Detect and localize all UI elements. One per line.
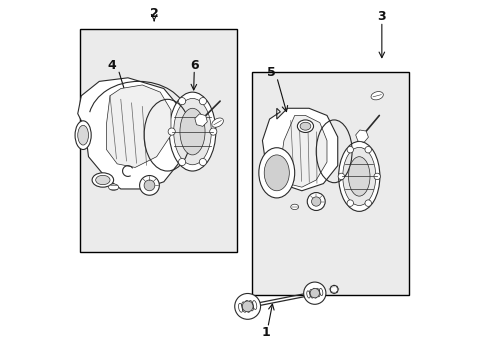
Polygon shape bbox=[280, 116, 326, 187]
Ellipse shape bbox=[144, 180, 155, 191]
Ellipse shape bbox=[329, 285, 337, 293]
Text: 6: 6 bbox=[190, 59, 198, 72]
Circle shape bbox=[199, 98, 206, 105]
Ellipse shape bbox=[342, 147, 375, 206]
Ellipse shape bbox=[75, 121, 91, 149]
Text: 2: 2 bbox=[149, 7, 158, 20]
Polygon shape bbox=[78, 78, 185, 189]
Polygon shape bbox=[262, 108, 337, 191]
Ellipse shape bbox=[92, 173, 113, 187]
Circle shape bbox=[168, 128, 175, 135]
Circle shape bbox=[346, 147, 353, 153]
Text: 1: 1 bbox=[261, 326, 270, 339]
Ellipse shape bbox=[370, 91, 383, 100]
Bar bbox=[251, 72, 408, 295]
Circle shape bbox=[178, 158, 185, 166]
Polygon shape bbox=[106, 85, 171, 167]
Ellipse shape bbox=[306, 193, 325, 211]
Text: 3: 3 bbox=[377, 10, 386, 23]
Circle shape bbox=[178, 98, 185, 105]
Circle shape bbox=[364, 200, 371, 206]
Text: 7: 7 bbox=[355, 147, 364, 159]
Ellipse shape bbox=[211, 118, 223, 127]
Ellipse shape bbox=[258, 148, 294, 198]
Text: 4: 4 bbox=[107, 59, 116, 72]
Ellipse shape bbox=[300, 122, 310, 130]
Ellipse shape bbox=[242, 301, 252, 312]
Ellipse shape bbox=[96, 175, 110, 185]
Circle shape bbox=[337, 173, 344, 180]
Ellipse shape bbox=[264, 155, 289, 191]
Ellipse shape bbox=[348, 157, 369, 196]
Ellipse shape bbox=[297, 120, 313, 132]
Circle shape bbox=[346, 200, 353, 206]
Circle shape bbox=[373, 173, 380, 180]
Circle shape bbox=[364, 147, 371, 153]
Ellipse shape bbox=[290, 204, 298, 210]
Bar bbox=[80, 30, 237, 252]
Ellipse shape bbox=[309, 288, 319, 298]
Ellipse shape bbox=[173, 98, 211, 165]
Ellipse shape bbox=[303, 282, 325, 304]
Ellipse shape bbox=[234, 293, 260, 319]
Ellipse shape bbox=[78, 125, 88, 145]
Circle shape bbox=[199, 158, 206, 166]
Circle shape bbox=[209, 128, 217, 135]
Ellipse shape bbox=[180, 108, 204, 155]
Ellipse shape bbox=[338, 141, 379, 211]
Ellipse shape bbox=[311, 197, 320, 206]
Ellipse shape bbox=[169, 92, 215, 171]
Ellipse shape bbox=[108, 184, 119, 190]
Ellipse shape bbox=[139, 176, 159, 195]
Text: 5: 5 bbox=[266, 66, 275, 79]
